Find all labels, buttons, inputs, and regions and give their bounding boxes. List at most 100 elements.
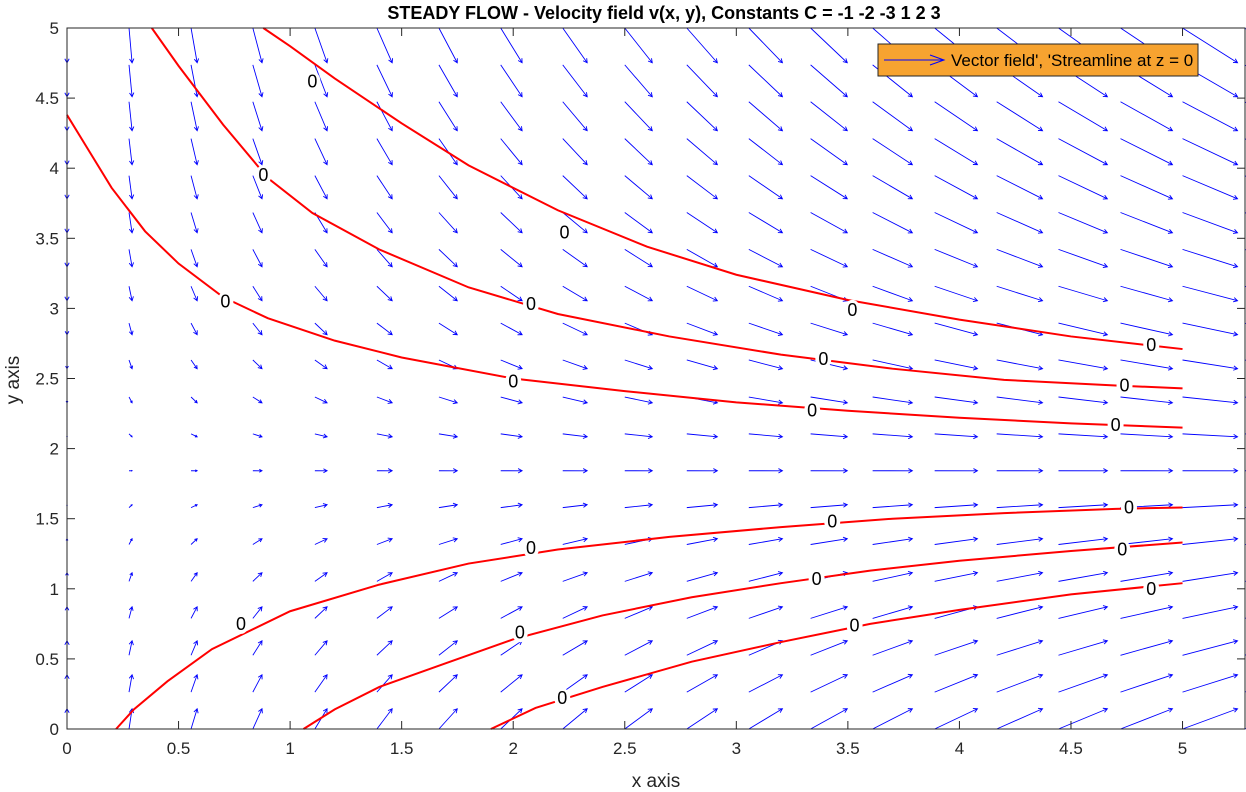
- vector-arrow: [128, 249, 134, 268]
- vector-arrow: [314, 503, 329, 509]
- contour-label-bg: [1114, 539, 1131, 560]
- vector-arrow: [314, 640, 328, 656]
- vector-arrow: [252, 64, 264, 98]
- vector-arrow: [1182, 605, 1239, 619]
- vector-arrow: [438, 212, 458, 234]
- vector-arrow: [748, 359, 784, 371]
- vector-arrow: [129, 469, 134, 472]
- vector-arrow: [996, 536, 1044, 545]
- vector-arrow: [624, 708, 654, 730]
- x-tick-label: 2.5: [613, 739, 637, 758]
- contour-label: 0: [526, 538, 536, 558]
- vector-arrow: [686, 285, 719, 302]
- contour-label: 0: [1124, 497, 1134, 517]
- vector-arrow: [128, 101, 135, 132]
- vector-arrow: [314, 175, 328, 200]
- vector-arrow: [252, 640, 263, 656]
- vector-arrow: [1182, 570, 1239, 582]
- y-tick-label: 0: [50, 720, 59, 739]
- vector-arrow: [748, 433, 784, 440]
- vector-arrow: [314, 249, 328, 268]
- vector-arrow: [624, 27, 653, 64]
- vector-arrow: [252, 359, 263, 370]
- vector-arrow: [190, 538, 198, 545]
- vector-arrow: [872, 322, 914, 337]
- vector-arrow: [1058, 359, 1109, 371]
- vector-arrow: [686, 359, 719, 371]
- vector-arrow: [934, 502, 979, 509]
- vector-arrow: [376, 64, 393, 98]
- vector-arrow: [624, 571, 654, 582]
- vector-arrow: [686, 138, 719, 166]
- vector-arrow: [686, 101, 719, 132]
- y-tick-label: 4.5: [35, 89, 59, 108]
- vector-arrow: [252, 538, 263, 545]
- vector-arrow: [562, 64, 588, 98]
- contour-label: 0: [850, 615, 860, 635]
- vector-arrow: [1182, 673, 1239, 693]
- vector-arrow: [314, 572, 328, 582]
- vector-arrow: [500, 468, 524, 474]
- vector-arrow: [1058, 175, 1109, 200]
- vector-arrow: [1182, 639, 1239, 656]
- vector-arrow: [314, 674, 328, 693]
- vector-arrow: [128, 27, 135, 64]
- vector-arrow: [1120, 536, 1174, 545]
- chart-title: STEADY FLOW - Velocity field v(x, y), Co…: [387, 3, 940, 23]
- vector-arrow: [996, 175, 1044, 200]
- contour-label: 0: [258, 165, 268, 185]
- y-tick-label: 0.5: [35, 650, 59, 669]
- vector-arrow: [1120, 138, 1174, 166]
- contour-label: 0: [827, 512, 837, 532]
- vector-arrow: [872, 396, 914, 405]
- vector-arrow: [252, 286, 263, 302]
- vector-arrow: [624, 640, 654, 656]
- vector-arrow: [562, 212, 588, 234]
- contour-label-bg: [304, 71, 321, 92]
- y-tick-label: 1: [50, 580, 59, 599]
- vector-arrow: [1058, 101, 1109, 132]
- vector-arrow: [252, 101, 264, 132]
- vector-arrow: [438, 640, 458, 656]
- contour-label: 0: [220, 291, 230, 311]
- vector-arrow: [128, 286, 134, 302]
- vector-arrow: [1182, 468, 1239, 474]
- vector-arrow: [1058, 707, 1109, 730]
- vector-arrow: [190, 605, 198, 619]
- vector-arrow: [748, 536, 784, 545]
- contour-label: 0: [508, 371, 518, 391]
- x-tick-label: 1.5: [390, 739, 414, 758]
- vector-arrow: [624, 101, 653, 132]
- vector-arrow: [500, 359, 523, 370]
- vector-arrow: [624, 396, 654, 405]
- vector-arrow: [376, 212, 393, 234]
- vector-arrow: [562, 322, 589, 336]
- vector-arrow: [1058, 673, 1109, 693]
- vector-arrow: [190, 433, 199, 438]
- vector-arrow: [1120, 396, 1174, 405]
- contour-label: 0: [236, 614, 246, 634]
- vector-arrow: [190, 286, 199, 302]
- vector-arrow: [748, 64, 784, 98]
- vector-arrow: [996, 639, 1044, 656]
- vector-arrow: [810, 468, 849, 474]
- vector-arrow: [562, 101, 588, 132]
- vector-arrow: [872, 212, 914, 234]
- vector-arrow: [1058, 285, 1109, 303]
- streamline: [66, 114, 1183, 429]
- contour-label-bg: [1107, 414, 1124, 435]
- vector-arrow: [934, 175, 979, 200]
- vector-arrow: [624, 64, 653, 98]
- vector-arrow: [562, 674, 588, 693]
- vector-arrow: [872, 101, 914, 132]
- vector-arrow: [624, 248, 654, 268]
- contour-label-bg: [1143, 578, 1160, 599]
- vector-arrow: [314, 101, 329, 132]
- vector-arrow: [562, 138, 588, 166]
- vector-arrow: [314, 27, 329, 64]
- vector-arrow: [1058, 138, 1109, 166]
- vector-arrow: [376, 606, 393, 619]
- y-tick-label: 1.5: [35, 510, 59, 529]
